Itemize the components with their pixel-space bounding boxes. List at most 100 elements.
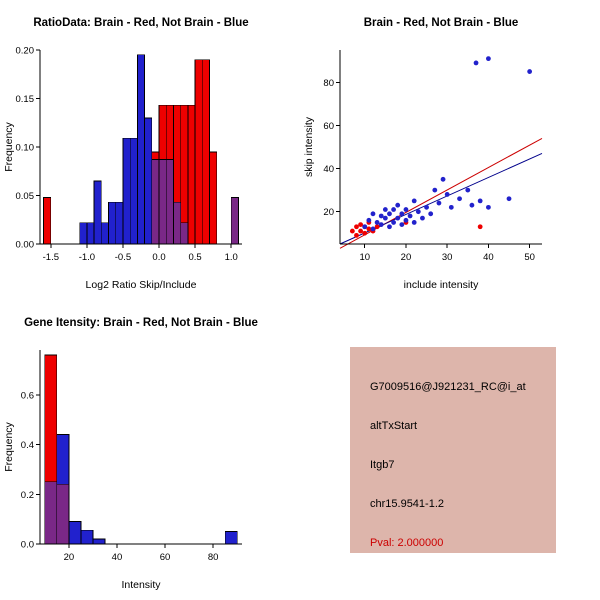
hist-bar-overlap <box>180 222 189 245</box>
scatter-point <box>349 228 355 234</box>
hist-bar-overlap <box>165 159 174 245</box>
y-tick-label: 0.05 <box>16 191 35 202</box>
scatter-point <box>469 202 475 208</box>
panel-probe-info: G7009516@J921231_RC@i_at altTxStart Itgb… <box>300 300 600 600</box>
scatter-point <box>424 204 429 210</box>
x-tick-label: -1.5 <box>43 252 59 263</box>
x-tick-label: 40 <box>483 252 494 263</box>
chart-title: RatioData: Brain - Red, Not Brain - Blue <box>33 17 248 29</box>
hist-bar-overlap <box>151 159 160 245</box>
hist-bar-overlap <box>44 481 58 545</box>
x-tick-label: 20 <box>64 552 75 563</box>
scatter-point <box>391 220 396 225</box>
scatter-point <box>391 207 396 212</box>
scatter-point <box>403 217 409 223</box>
ratio-histogram-chart: RatioData: Brain - Red, Not Brain - Blue… <box>3 17 249 291</box>
location-text: chr15.9541-1.2 <box>370 498 444 510</box>
gene-name-text: Itgb7 <box>370 459 395 471</box>
hist-bar-blue <box>136 54 146 245</box>
scatter-point <box>378 213 384 219</box>
y-tick-label: 0.2 <box>21 490 34 501</box>
x-tick-label: 10 <box>359 252 370 263</box>
x-axis-label: include intensity <box>404 279 479 291</box>
scatter-point <box>362 224 368 230</box>
scatter-point <box>465 187 471 193</box>
scatter-point <box>506 196 512 202</box>
y-axis-label: Frequency <box>3 421 15 471</box>
scatter-point <box>395 215 401 221</box>
hist-bar-overlap <box>158 159 167 245</box>
y-tick-label: 0.4 <box>21 440 34 451</box>
hist-bar-blue <box>224 531 238 545</box>
x-axis-label: Intensity <box>121 579 161 591</box>
hist-bar-overlap <box>230 197 239 245</box>
gene-intensity-histogram-chart: Gene Itensity: Brain - Red, Not Brain - … <box>3 317 258 591</box>
y-tick-label: 0.10 <box>16 143 35 154</box>
scatter-point <box>387 211 392 217</box>
scatter-point <box>407 213 413 219</box>
scatter-point <box>362 230 368 236</box>
probe-id-text: G7009516@J921231_RC@i_at <box>370 381 526 393</box>
scatter-point <box>366 226 372 232</box>
scatter-point <box>486 56 491 62</box>
scatter-point <box>527 69 533 74</box>
event-type-text: altTxStart <box>370 420 418 432</box>
scatter-point <box>370 226 376 232</box>
scatter-point <box>370 211 376 217</box>
y-tick-label: 40 <box>323 164 334 175</box>
hist-bar-red <box>194 59 203 245</box>
y-tick-label: 60 <box>323 121 334 132</box>
scatter-point <box>457 196 462 202</box>
hist-bar-blue <box>115 201 124 245</box>
x-axis-label: Log2 Ratio Skip/Include <box>86 279 197 291</box>
x-tick-label: 50 <box>524 252 535 263</box>
hist-bar-red <box>209 151 218 245</box>
scatter-point <box>382 215 388 221</box>
scatter-point <box>448 204 454 210</box>
hist-bar-red <box>201 59 210 245</box>
y-axis-label: skip intensity <box>303 116 315 177</box>
scatter-point <box>358 228 364 234</box>
hist-bar-blue <box>92 538 106 545</box>
scatter-point <box>477 198 483 204</box>
chart-title: Gene Itensity: Brain - Red, Not Brain - … <box>24 317 258 329</box>
scatter-point <box>432 187 438 193</box>
panel-intensity-scatter: Brain - Red, Not Brain - Blue 10 20 30 40 50 2… <box>300 0 600 300</box>
scatter-point <box>378 222 384 228</box>
hist-bar-blue <box>122 137 131 245</box>
x-tick-label: 60 <box>160 552 171 563</box>
scatter-point <box>395 202 401 208</box>
hist-bar-blue <box>144 117 153 245</box>
y-tick-label: 0.6 <box>21 390 34 401</box>
scatter-point <box>486 204 491 210</box>
scatter-point <box>420 215 425 221</box>
scatter-point <box>382 207 388 212</box>
x-tick-label: -0.5 <box>115 252 131 263</box>
fit-line <box>339 137 543 249</box>
x-tick-label: 80 <box>208 552 219 563</box>
probe-info-box: G7009516@J921231_RC@i_at altTxStart Itgb… <box>350 347 556 553</box>
pval-text: Pval: 2.000000 <box>370 537 444 549</box>
hist-bar-blue <box>93 180 102 245</box>
hist-bar-blue <box>68 521 82 545</box>
hist-bar-blue <box>100 222 109 245</box>
y-tick-label: 0.00 <box>16 240 35 251</box>
scatter-point <box>354 232 359 238</box>
scatter-point <box>436 200 442 206</box>
hist-bar-blue <box>86 222 95 245</box>
hist-bar-blue <box>79 222 88 245</box>
scatter-point <box>444 192 450 197</box>
y-tick-label: 20 <box>323 207 334 218</box>
scatter-point <box>428 211 434 217</box>
scatter-point <box>473 60 479 66</box>
y-tick-label: 80 <box>323 78 334 89</box>
x-tick-label: 1.0 <box>225 252 238 263</box>
scatter-point <box>374 220 380 225</box>
hist-bar-overlap <box>173 201 182 245</box>
y-tick-label: 0.20 <box>16 46 35 57</box>
hist-bar-blue <box>108 201 117 245</box>
panel-ratio-histogram: RatioData: Brain - Red, Not Brain - Blue… <box>0 0 300 300</box>
y-tick-label: 0.0 <box>21 540 34 551</box>
scatter-point <box>477 224 483 230</box>
